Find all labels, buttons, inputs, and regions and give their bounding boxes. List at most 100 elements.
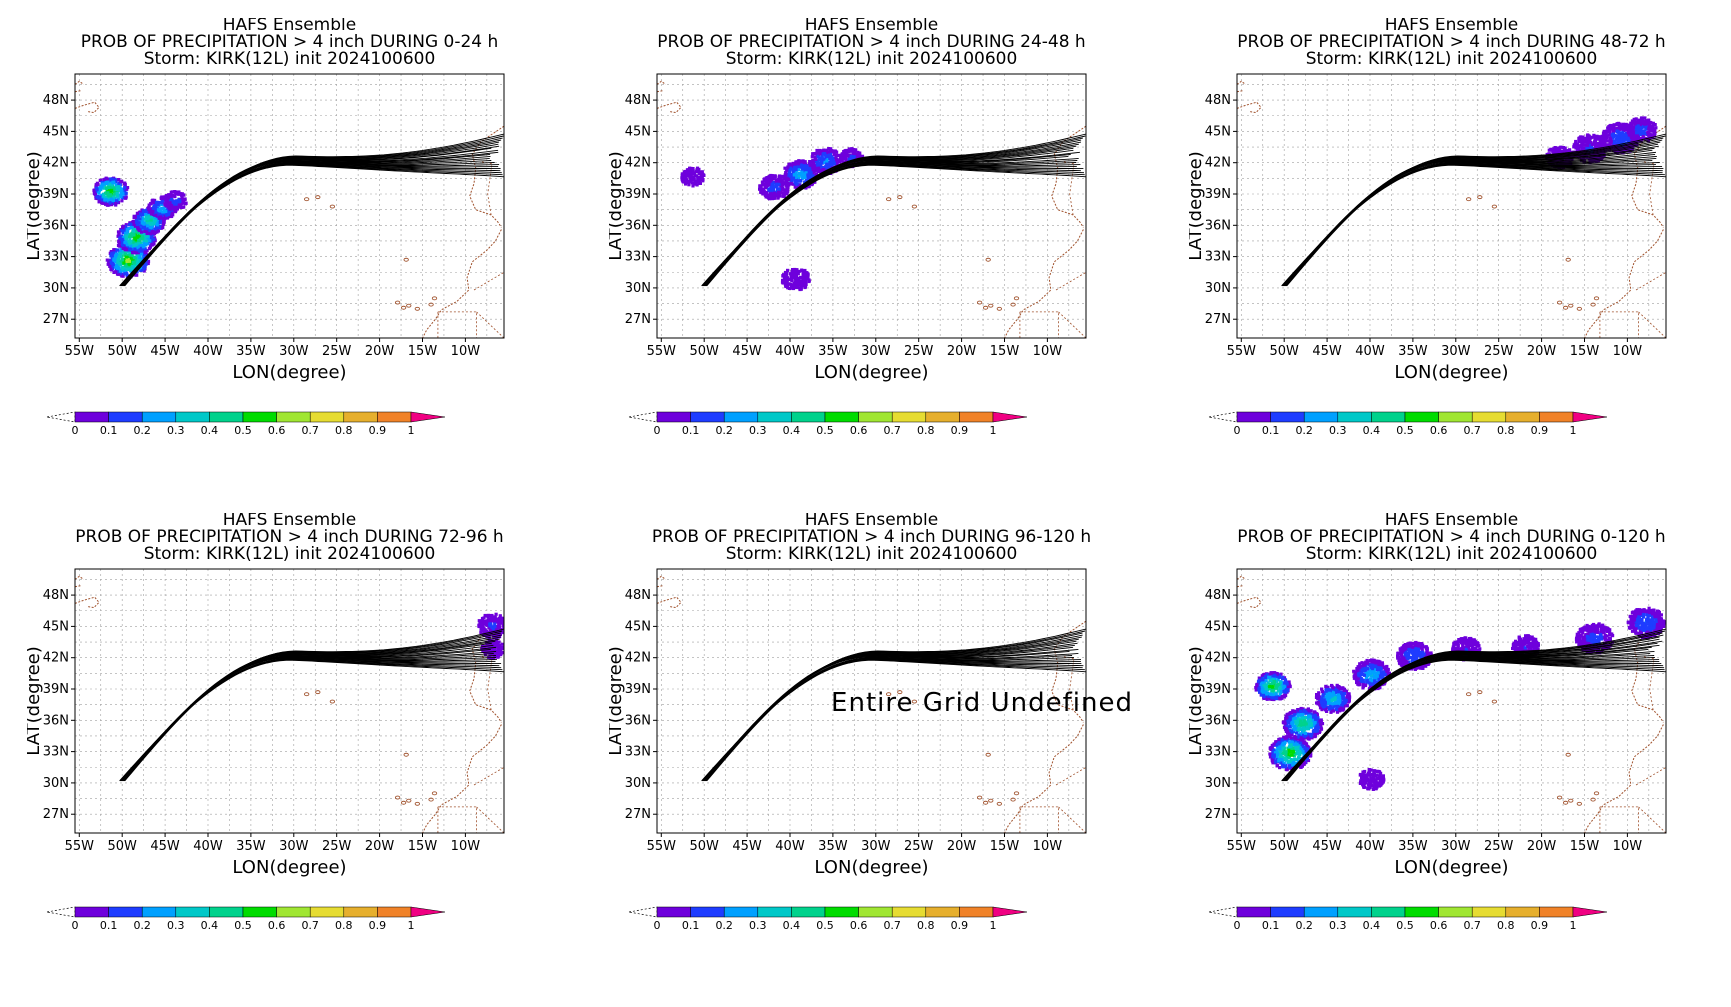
prob-cell bbox=[1274, 697, 1277, 700]
chart-title-line: Storm: KIRK(12L) init 2024100600 bbox=[144, 49, 436, 69]
prob-cell bbox=[112, 248, 115, 251]
prob-cell bbox=[1622, 128, 1625, 131]
prob-cell bbox=[1268, 752, 1271, 755]
prob-cell bbox=[702, 174, 705, 177]
y-tick-label: 42N bbox=[625, 156, 651, 171]
prob-cell bbox=[498, 617, 501, 620]
prob-cell bbox=[128, 242, 131, 245]
colorbar-segment bbox=[176, 907, 210, 917]
prob-cell bbox=[150, 243, 153, 246]
prob-cell bbox=[493, 616, 496, 619]
island bbox=[1466, 198, 1470, 201]
island bbox=[986, 753, 990, 756]
prob-cell bbox=[505, 624, 508, 627]
y-tick-label: 36N bbox=[43, 218, 69, 233]
coastline bbox=[1237, 91, 1243, 92]
coastline bbox=[1237, 586, 1243, 587]
colorbar-tick-label: 0.8 bbox=[1497, 424, 1515, 437]
prob-cell bbox=[1602, 141, 1605, 144]
y-tick-label: 42N bbox=[43, 651, 69, 666]
prob-cell bbox=[142, 245, 145, 248]
prob-cell bbox=[111, 178, 114, 181]
ensemble-track bbox=[1284, 161, 1653, 286]
colorbar-tick-label: 0 bbox=[72, 919, 79, 932]
prob-cell bbox=[484, 614, 487, 617]
prob-cell bbox=[140, 231, 143, 234]
colorbar-segment bbox=[959, 907, 993, 917]
prob-cell bbox=[98, 200, 101, 203]
colorbar-segment bbox=[691, 907, 725, 917]
colorbar-tick-label: 0.5 bbox=[816, 919, 834, 932]
prob-cell bbox=[1288, 766, 1291, 769]
colorbar-tick-label: 0.9 bbox=[369, 424, 387, 437]
prob-cell bbox=[795, 172, 798, 175]
colorbar-segment bbox=[142, 907, 176, 917]
prob-cell bbox=[768, 197, 771, 200]
prob-cell bbox=[109, 194, 112, 197]
y-tick-label: 36N bbox=[625, 713, 651, 728]
colorbar-tick-label: 1 bbox=[408, 919, 415, 932]
prob-cell bbox=[1637, 124, 1640, 127]
prob-cell bbox=[778, 176, 781, 179]
y-tick-label: 36N bbox=[1205, 218, 1231, 233]
x-tick-label: 45W bbox=[150, 344, 180, 359]
x-tick-label: 40W bbox=[193, 839, 223, 854]
colorbar-segment bbox=[1506, 412, 1540, 422]
colorbar-tick-label: 0.4 bbox=[201, 919, 219, 932]
country-border bbox=[1059, 312, 1087, 338]
prob-cell bbox=[763, 190, 766, 193]
y-tick-label: 45N bbox=[625, 124, 651, 139]
prob-cell bbox=[1575, 144, 1578, 147]
colorbar-segment bbox=[791, 412, 825, 422]
colorbar-tick-label: 0.8 bbox=[335, 424, 353, 437]
prob-cell bbox=[487, 616, 490, 619]
prob-cell bbox=[835, 151, 838, 154]
prob-cell bbox=[490, 617, 493, 620]
coastline bbox=[1585, 230, 1664, 339]
x-tick-label: 20W bbox=[1527, 344, 1557, 359]
prob-cell bbox=[101, 183, 104, 186]
x-tick-label: 50W bbox=[107, 839, 137, 854]
island bbox=[330, 700, 334, 703]
y-tick-label: 45N bbox=[43, 124, 69, 139]
prob-cell bbox=[109, 201, 112, 204]
prob-cell bbox=[793, 276, 796, 279]
colorbar-segment bbox=[243, 907, 277, 917]
prob-cell bbox=[152, 238, 155, 241]
prob-cell bbox=[1607, 125, 1610, 128]
prob-cell bbox=[500, 620, 503, 623]
prob-cell bbox=[117, 187, 120, 190]
prob-cell bbox=[134, 216, 137, 219]
island bbox=[1014, 792, 1018, 795]
prob-cell bbox=[178, 199, 181, 202]
island bbox=[986, 258, 990, 261]
x-tick-label: 15W bbox=[408, 839, 438, 854]
x-tick-label: 20W bbox=[365, 839, 395, 854]
prob-cell bbox=[822, 149, 825, 152]
prob-cell bbox=[106, 177, 109, 180]
prob-cell bbox=[110, 198, 113, 201]
y-tick-label: 42N bbox=[625, 651, 651, 666]
colorbar-tick-label: 0.2 bbox=[715, 919, 733, 932]
colorbar-segment bbox=[724, 907, 758, 917]
island bbox=[1557, 796, 1561, 799]
prob-cell bbox=[175, 203, 178, 206]
prob-cell bbox=[1258, 679, 1261, 682]
prob-cell bbox=[174, 190, 177, 193]
prob-cell bbox=[1635, 137, 1638, 140]
colorbar-tick-label: 0.3 bbox=[749, 919, 767, 932]
prob-cell bbox=[781, 279, 784, 282]
x-tick-label: 25W bbox=[904, 344, 934, 359]
ensemble-track bbox=[1285, 148, 1655, 285]
prob-cell bbox=[121, 225, 124, 228]
x-tick-label: 50W bbox=[689, 839, 719, 854]
prob-cell bbox=[782, 194, 785, 197]
prob-cell bbox=[135, 243, 138, 246]
prob-cell bbox=[151, 200, 154, 203]
colorbar-tick-label: 0.2 bbox=[1295, 424, 1313, 437]
coastline bbox=[1005, 725, 1084, 834]
country-border bbox=[1636, 767, 1666, 785]
